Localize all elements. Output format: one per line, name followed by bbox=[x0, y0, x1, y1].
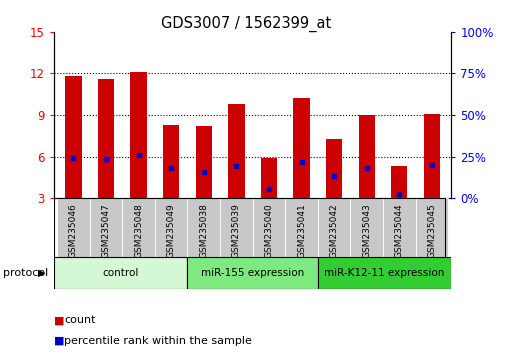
Bar bbox=[416, 198, 448, 257]
Text: GSM235049: GSM235049 bbox=[167, 203, 175, 258]
Text: GSM235040: GSM235040 bbox=[264, 203, 273, 258]
Text: GSM235041: GSM235041 bbox=[297, 203, 306, 258]
Bar bbox=[359, 115, 375, 198]
Text: protocol: protocol bbox=[3, 268, 48, 278]
Text: miR-155 expression: miR-155 expression bbox=[201, 268, 304, 278]
Bar bbox=[383, 198, 416, 257]
Text: GSM235044: GSM235044 bbox=[395, 203, 404, 258]
Bar bbox=[98, 79, 114, 198]
Bar bbox=[163, 125, 180, 198]
Bar bbox=[285, 198, 318, 257]
Bar bbox=[293, 98, 310, 198]
Bar bbox=[228, 104, 245, 198]
Text: ■: ■ bbox=[54, 315, 64, 325]
Bar bbox=[391, 166, 407, 198]
Text: control: control bbox=[103, 268, 139, 278]
Bar bbox=[424, 114, 440, 198]
Bar bbox=[187, 257, 318, 289]
Text: GSM235046: GSM235046 bbox=[69, 203, 78, 258]
Bar bbox=[122, 198, 155, 257]
Text: percentile rank within the sample: percentile rank within the sample bbox=[64, 336, 252, 346]
Text: miR-K12-11 expression: miR-K12-11 expression bbox=[324, 268, 445, 278]
Bar bbox=[65, 76, 82, 198]
Text: ■: ■ bbox=[54, 336, 64, 346]
Bar bbox=[90, 198, 122, 257]
Text: GSM235047: GSM235047 bbox=[102, 203, 110, 258]
Bar bbox=[187, 198, 220, 257]
Text: GSM235042: GSM235042 bbox=[330, 203, 339, 258]
Bar bbox=[326, 139, 342, 198]
Bar bbox=[155, 198, 187, 257]
Bar bbox=[54, 257, 187, 289]
Bar bbox=[350, 198, 383, 257]
Bar bbox=[57, 198, 90, 257]
Bar bbox=[318, 198, 350, 257]
Text: ▶: ▶ bbox=[37, 268, 45, 278]
Text: GSM235039: GSM235039 bbox=[232, 203, 241, 258]
Text: GSM235048: GSM235048 bbox=[134, 203, 143, 258]
Bar bbox=[130, 72, 147, 198]
Bar bbox=[195, 126, 212, 198]
Text: GSM235043: GSM235043 bbox=[362, 203, 371, 258]
Text: count: count bbox=[64, 315, 95, 325]
Bar bbox=[261, 158, 277, 198]
Text: GSM235038: GSM235038 bbox=[199, 203, 208, 258]
Bar bbox=[252, 198, 285, 257]
Bar bbox=[220, 198, 252, 257]
Bar bbox=[318, 257, 451, 289]
Text: GDS3007 / 1562399_at: GDS3007 / 1562399_at bbox=[161, 16, 331, 32]
Text: GSM235045: GSM235045 bbox=[427, 203, 437, 258]
